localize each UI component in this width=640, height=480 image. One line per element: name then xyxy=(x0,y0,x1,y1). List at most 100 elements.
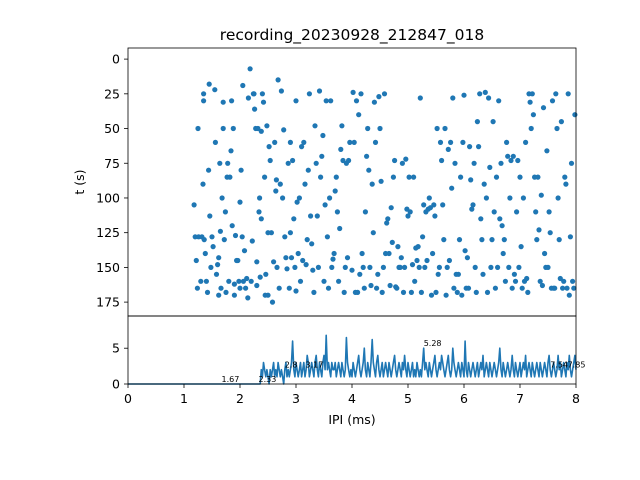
scatter-point-43 xyxy=(230,125,236,132)
scatter-point-216 xyxy=(412,278,418,284)
bottom-x-tick-label: 3 xyxy=(292,391,300,406)
scatter-point-175 xyxy=(366,167,372,173)
scatter-point-19 xyxy=(209,234,215,240)
scatter-point-343 xyxy=(554,125,560,132)
scatter-point-345 xyxy=(556,237,562,243)
bottom-y-axis-ticks: 05 xyxy=(112,341,128,392)
scatter-point-308 xyxy=(515,157,521,164)
scatter-point-278 xyxy=(481,181,487,187)
scatter-point-170 xyxy=(360,264,366,270)
peak-label: 2.33 xyxy=(259,375,277,384)
scatter-point-293 xyxy=(498,160,504,166)
scatter-point-241 xyxy=(440,202,446,208)
scatter-point-63 xyxy=(249,238,255,244)
scatter-point-334 xyxy=(544,148,550,154)
scatter-point-208 xyxy=(403,156,409,162)
scatter-point-143 xyxy=(329,264,335,270)
scatter-point-49 xyxy=(236,278,242,284)
scatter-point-97 xyxy=(280,195,286,201)
scatter-point-248 xyxy=(448,139,454,145)
scatter-point-330 xyxy=(539,282,546,289)
scatter-point-258 xyxy=(459,292,465,298)
scatter-point-158 xyxy=(346,157,352,164)
scatter-point-196 xyxy=(389,239,395,245)
scatter-point-197 xyxy=(390,174,396,180)
scatter-point-103 xyxy=(286,285,292,291)
scatter-point-276 xyxy=(479,237,485,243)
scatter-point-349 xyxy=(561,278,567,284)
scatter-point-15 xyxy=(206,167,212,173)
scatter-point-214 xyxy=(409,262,416,268)
scatter-point-81 xyxy=(264,123,270,129)
scatter-point-147 xyxy=(333,174,339,180)
scatter-point-271 xyxy=(473,289,479,295)
scatter-point-121 xyxy=(304,237,310,243)
scatter-point-304 xyxy=(510,153,516,159)
scatter-point-169 xyxy=(359,250,365,257)
scatter-point-68 xyxy=(254,259,260,265)
scatter-point-3 xyxy=(194,285,200,291)
scatter-point-312 xyxy=(519,285,525,291)
scatter-point-321 xyxy=(529,91,535,97)
scatter-point-307 xyxy=(514,209,520,215)
scatter-point-132 xyxy=(316,88,323,94)
scatter-point-309 xyxy=(516,264,522,270)
top-y-tick-label: 50 xyxy=(104,121,120,136)
scatter-point-117 xyxy=(300,257,306,264)
scatter-point-189 xyxy=(381,91,388,97)
scatter-point-98 xyxy=(281,127,287,133)
scatter-point-305 xyxy=(511,271,517,277)
scatter-point-66 xyxy=(252,106,258,112)
scatter-point-38 xyxy=(226,278,232,284)
bottom-x-tick-label: 5 xyxy=(404,391,412,406)
scatter-point-195 xyxy=(388,205,394,211)
scatter-point-176 xyxy=(367,264,373,270)
scatter-point-240 xyxy=(439,157,445,164)
bottom-x-axis-label: IPI (ms) xyxy=(328,412,375,427)
scatter-point-201 xyxy=(395,244,401,250)
scatter-point-65 xyxy=(251,91,257,97)
scatter-point-335 xyxy=(545,264,551,270)
scatter-point-120 xyxy=(303,262,309,268)
scatter-point-44 xyxy=(231,281,237,287)
scatter-point-290 xyxy=(495,264,501,270)
scatter-point-287 xyxy=(491,209,497,215)
scatter-point-184 xyxy=(376,94,382,100)
scatter-point-89 xyxy=(272,139,278,145)
scatter-point-299 xyxy=(505,153,511,159)
scatter-point-8 xyxy=(200,181,206,187)
scatter-point-9 xyxy=(201,91,207,97)
scatter-point-150 xyxy=(337,225,343,232)
scatter-point-233 xyxy=(431,202,437,208)
scatter-point-297 xyxy=(502,278,508,284)
scatter-point-351 xyxy=(563,181,569,187)
scatter-point-193 xyxy=(386,250,392,257)
scatter-point-317 xyxy=(525,289,531,295)
scatter-point-303 xyxy=(509,285,515,291)
scatter-point-128 xyxy=(312,123,318,129)
scatter-point-300 xyxy=(506,264,512,270)
scatter-point-0 xyxy=(191,202,197,208)
scatter-point-45 xyxy=(231,292,237,298)
scatter-point-263 xyxy=(464,255,470,261)
scatter-point-18 xyxy=(208,264,214,270)
scatter-point-353 xyxy=(565,91,571,97)
scatter-point-350 xyxy=(562,174,568,180)
scatter-point-77 xyxy=(260,99,267,105)
scatter-point-213 xyxy=(408,289,414,295)
scatter-point-221 xyxy=(417,95,423,101)
scatter-point-59 xyxy=(245,295,251,301)
scatter-point-2 xyxy=(193,257,199,264)
scatter-point-111 xyxy=(293,98,299,104)
scatter-point-246 xyxy=(445,146,451,152)
scatter-point-33 xyxy=(221,237,227,243)
top-y-tick-label: 75 xyxy=(104,156,120,171)
scatter-point-28 xyxy=(217,228,223,234)
scatter-point-75 xyxy=(258,128,264,134)
scatter-point-244 xyxy=(443,292,449,298)
scatter-point-242 xyxy=(441,237,447,243)
scatter-point-264 xyxy=(465,285,472,291)
scatter-point-291 xyxy=(496,98,502,104)
